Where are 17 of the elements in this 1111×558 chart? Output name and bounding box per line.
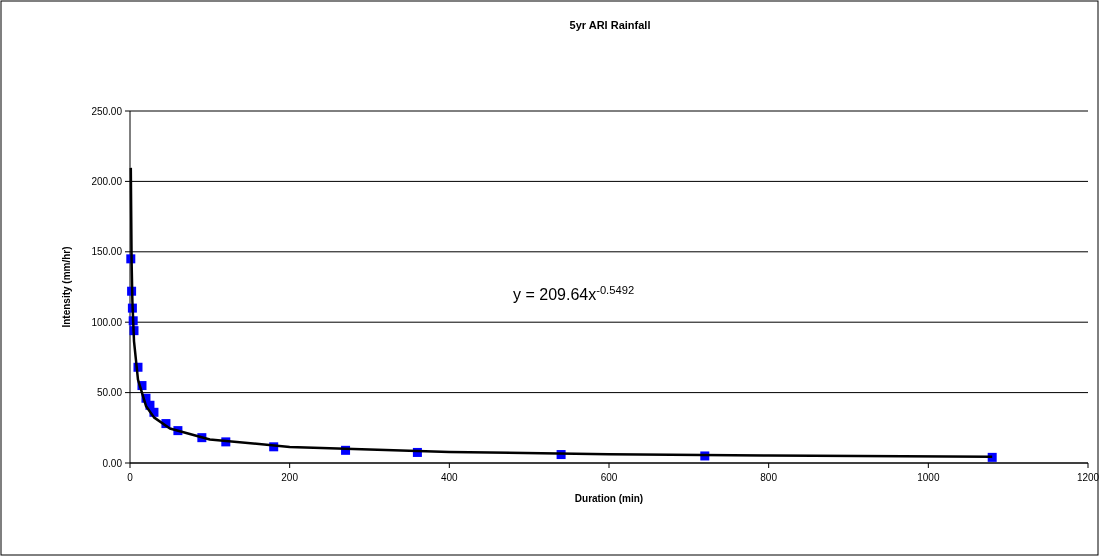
x-tick-label: 200 bbox=[281, 472, 299, 483]
chart-title: 5yr ARI Rainfall bbox=[569, 19, 651, 31]
x-tick-label: 0 bbox=[127, 472, 134, 483]
y-tick-label: 200.00 bbox=[91, 175, 123, 187]
y-tick-label: 150.00 bbox=[91, 246, 123, 258]
x-tick-label: 400 bbox=[440, 472, 459, 483]
x-axis-title: Duration (min) bbox=[574, 493, 644, 504]
x-tick-label: 600 bbox=[600, 472, 618, 483]
x-tick-label: 1200 bbox=[1076, 472, 1100, 483]
annotation: y = 209.64x$^{-0.5492}$ bbox=[513, 284, 635, 303]
y-tick-label: 50.00 bbox=[96, 387, 123, 399]
y-axis-title: Intensity (mm/hr) bbox=[61, 246, 72, 328]
x-tick-label: 800 bbox=[760, 472, 778, 483]
y-tick-label: 250.00 bbox=[91, 105, 123, 117]
y-tick-label: 0.00 bbox=[102, 457, 123, 469]
x-tick-label: 1000 bbox=[917, 472, 940, 483]
y-tick-label: 100.00 bbox=[91, 316, 123, 328]
